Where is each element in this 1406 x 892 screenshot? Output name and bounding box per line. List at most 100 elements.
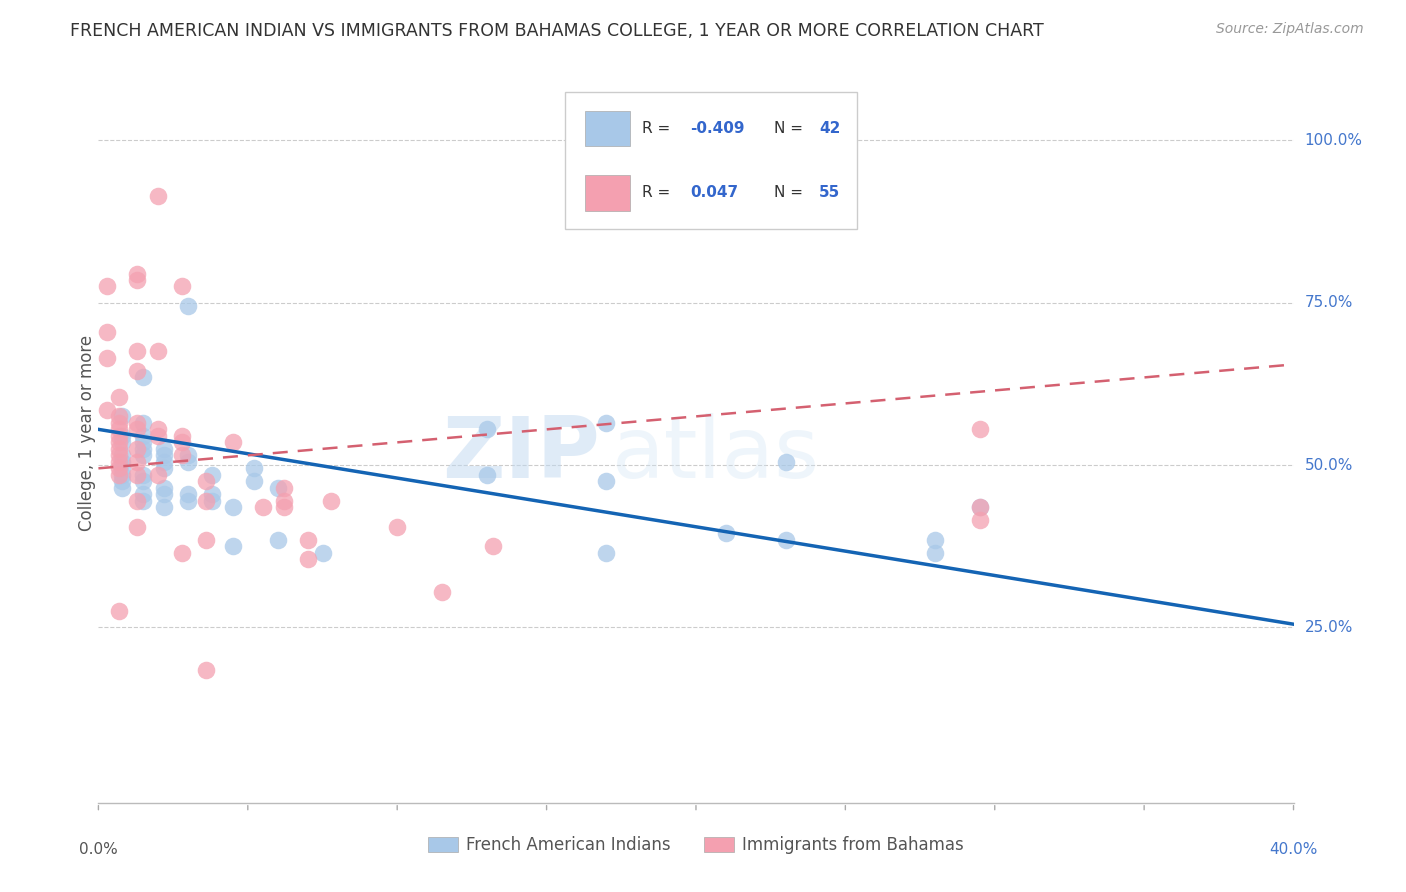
- Point: [108, 416, 131, 430]
- Point: [172, 546, 194, 560]
- Text: -0.409: -0.409: [690, 120, 745, 136]
- Point: [111, 409, 134, 424]
- Point: [195, 533, 218, 547]
- Point: [267, 481, 290, 495]
- Point: [969, 513, 991, 527]
- FancyBboxPatch shape: [585, 111, 630, 146]
- Point: [127, 455, 149, 469]
- Point: [111, 455, 134, 469]
- Text: R =: R =: [643, 120, 675, 136]
- Point: [148, 188, 170, 202]
- Point: [321, 493, 343, 508]
- Point: [267, 533, 290, 547]
- Text: 0.0%: 0.0%: [79, 842, 118, 857]
- Point: [132, 448, 155, 462]
- Point: [482, 539, 505, 553]
- Point: [243, 475, 266, 489]
- Text: ZIP: ZIP: [443, 413, 600, 496]
- Point: [127, 520, 149, 534]
- Point: [595, 416, 617, 430]
- Point: [132, 475, 155, 489]
- Point: [153, 461, 176, 475]
- Point: [108, 448, 131, 462]
- Point: [595, 546, 617, 560]
- Point: [775, 533, 797, 547]
- Point: [243, 461, 266, 475]
- Point: [201, 487, 224, 501]
- Point: [969, 500, 991, 515]
- Point: [132, 429, 155, 443]
- Point: [108, 467, 131, 482]
- Point: [924, 546, 946, 560]
- Text: Source: ZipAtlas.com: Source: ZipAtlas.com: [1216, 22, 1364, 37]
- Point: [148, 467, 170, 482]
- Text: 40.0%: 40.0%: [1270, 842, 1317, 857]
- Point: [153, 448, 176, 462]
- Point: [132, 467, 155, 482]
- Point: [201, 493, 224, 508]
- Point: [172, 429, 194, 443]
- Point: [475, 467, 498, 482]
- Text: 25.0%: 25.0%: [1305, 620, 1353, 635]
- Point: [153, 487, 176, 501]
- Point: [222, 435, 245, 450]
- Point: [148, 429, 170, 443]
- Point: [132, 416, 155, 430]
- Point: [297, 552, 319, 566]
- Point: [108, 409, 131, 424]
- Point: [177, 299, 200, 313]
- Point: [132, 442, 155, 456]
- Point: [148, 422, 170, 436]
- Point: [311, 546, 333, 560]
- Point: [127, 493, 149, 508]
- Point: [153, 481, 176, 495]
- Point: [222, 539, 245, 553]
- Point: [108, 422, 131, 436]
- Text: 55: 55: [820, 186, 841, 200]
- Point: [127, 267, 149, 281]
- Point: [969, 500, 991, 515]
- Point: [111, 448, 134, 462]
- Point: [111, 481, 134, 495]
- Point: [201, 467, 224, 482]
- Point: [475, 422, 498, 436]
- Point: [132, 487, 155, 501]
- Text: 75.0%: 75.0%: [1305, 295, 1353, 310]
- Point: [595, 475, 617, 489]
- Point: [108, 442, 131, 456]
- Point: [132, 370, 155, 384]
- Point: [127, 416, 149, 430]
- Point: [96, 351, 118, 365]
- Point: [385, 520, 409, 534]
- Point: [108, 604, 131, 618]
- Point: [108, 455, 131, 469]
- Point: [969, 422, 991, 436]
- Point: [96, 325, 118, 339]
- Point: [111, 435, 134, 450]
- Point: [195, 475, 218, 489]
- FancyBboxPatch shape: [565, 92, 858, 229]
- FancyBboxPatch shape: [585, 175, 630, 211]
- Point: [297, 533, 319, 547]
- Point: [108, 461, 131, 475]
- Point: [172, 279, 194, 293]
- Text: FRENCH AMERICAN INDIAN VS IMMIGRANTS FROM BAHAMAS COLLEGE, 1 YEAR OR MORE CORREL: FRENCH AMERICAN INDIAN VS IMMIGRANTS FRO…: [70, 22, 1045, 40]
- Text: N =: N =: [773, 186, 807, 200]
- Point: [127, 422, 149, 436]
- Point: [108, 435, 131, 450]
- Point: [273, 493, 295, 508]
- Text: 100.0%: 100.0%: [1305, 133, 1362, 148]
- Point: [132, 493, 155, 508]
- Point: [195, 493, 218, 508]
- Point: [714, 526, 737, 541]
- Point: [153, 442, 176, 456]
- Point: [177, 487, 200, 501]
- Point: [111, 429, 134, 443]
- Point: [177, 493, 200, 508]
- Point: [177, 448, 200, 462]
- Point: [127, 467, 149, 482]
- Point: [108, 429, 131, 443]
- Point: [177, 455, 200, 469]
- Point: [111, 467, 134, 482]
- Text: atlas: atlas: [613, 413, 820, 496]
